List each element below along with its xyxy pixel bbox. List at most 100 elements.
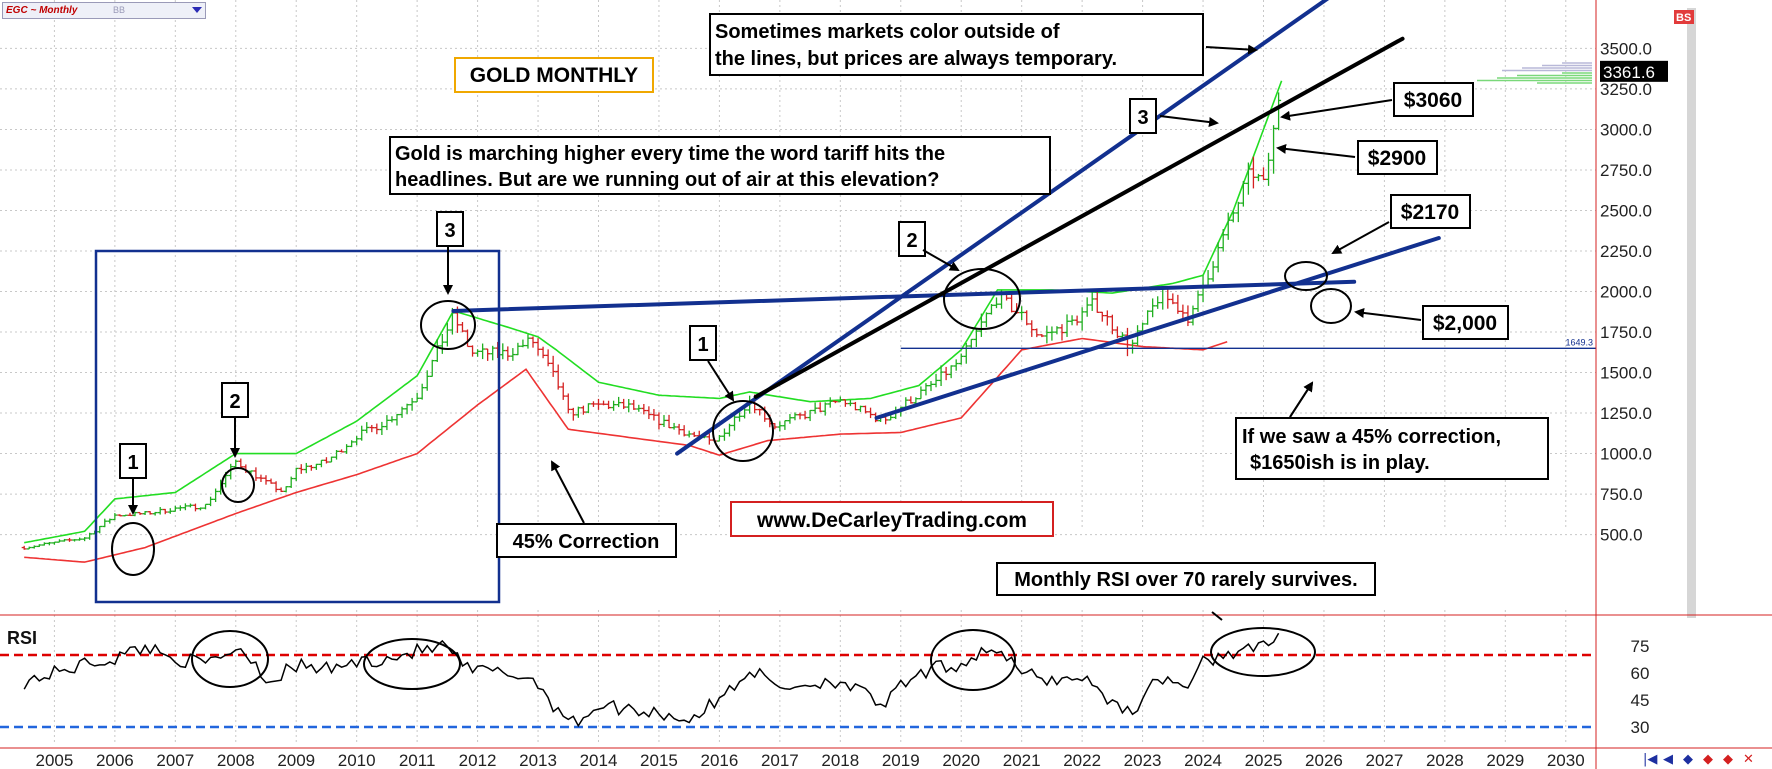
zoom-reset-icon[interactable]: ◆ [1723, 752, 1733, 767]
level-2170-ellipse [1284, 261, 1328, 291]
level-2900-box [1357, 140, 1438, 175]
year-tick-label: 2023 [1124, 751, 1162, 769]
year-tick-label: 2027 [1365, 751, 1403, 769]
bs-icon [1674, 10, 1694, 24]
last-price-badge [1600, 60, 1668, 82]
correction-arrow [551, 460, 585, 524]
top-note-box [709, 13, 1204, 76]
price-tick-label: 3000.0 [1600, 120, 1652, 139]
price-tick-label: 3250.0 [1600, 80, 1652, 99]
vertical-scrollbar[interactable] [1687, 8, 1696, 618]
year-tick-label: 2020 [942, 751, 980, 769]
zoom-in-icon[interactable]: ◆ [1683, 752, 1693, 767]
reference-line: 1649.3 [900, 337, 1596, 349]
rsi-note-box [996, 562, 1376, 596]
wave-2-2020-ellipse [943, 268, 1021, 330]
year-tick-label: 2028 [1426, 751, 1464, 769]
wave-3-2011-ellipse [420, 300, 476, 350]
year-tick-label: 2024 [1184, 751, 1222, 769]
price-tick-label: 2000.0 [1600, 283, 1652, 302]
rsi-title: RSI [7, 628, 37, 648]
reference-line-label: 1649.3 [1565, 337, 1593, 347]
rsi-tick-label: 75 [1631, 637, 1650, 656]
wave-2-2008-ellipse [221, 467, 255, 503]
rsi-tick-label: 30 [1631, 718, 1650, 737]
year-tick-label: 2012 [459, 751, 497, 769]
wave-2-2020-arrow [922, 249, 960, 271]
level-2000-label: $2,000 [1433, 312, 1497, 335]
level-2000-ellipse [1310, 288, 1352, 324]
year-tick-label: 2026 [1305, 751, 1343, 769]
year-tick-label: 2015 [640, 751, 678, 769]
level-2000-box [1422, 305, 1509, 340]
level-3060-label: $3060 [1404, 89, 1462, 112]
prev-icon[interactable]: ◀ [1663, 752, 1673, 767]
bs-icon-label: BS [1676, 12, 1691, 24]
wave-1-2006-ellipse [111, 522, 155, 576]
close-icon[interactable]: ✕ [1743, 752, 1754, 767]
correction-note-arrow [1289, 381, 1314, 418]
price-tick-label: 750.0 [1600, 485, 1643, 504]
rsi-highlight-ellipse [1210, 627, 1316, 677]
price-tick-label: 3500.0 [1600, 39, 1652, 58]
year-tick-label: 2013 [519, 751, 557, 769]
trendline-black [753, 36, 1405, 399]
level-2170-label: $2170 [1401, 201, 1459, 224]
correction-note-box [1235, 417, 1549, 480]
level-2900-arrow [1276, 143, 1356, 158]
price-tick-label: 2750.0 [1600, 161, 1652, 180]
price-tick-label: 1250.0 [1600, 404, 1652, 423]
year-tick-label: 2011 [399, 751, 436, 769]
rsi-tick-label: 60 [1631, 664, 1650, 683]
zoom-out-icon[interactable]: ◆ [1703, 752, 1713, 767]
rsi-highlight-ellipse [363, 638, 461, 690]
year-tick-label: 2016 [700, 751, 738, 769]
wave-1-2016-ellipse [712, 400, 774, 462]
highlight-box-2006-2011 [94, 249, 501, 604]
top-note-line-2: the lines, but prices are always tempora… [715, 48, 1117, 70]
top-note-line-1: Sometimes markets color outside of [715, 21, 1060, 43]
year-tick-label: 2007 [156, 751, 194, 769]
rsi-tick-label: 45 [1631, 691, 1650, 710]
wave-2-2020-label: 2 [906, 230, 917, 252]
trendline-blue [874, 236, 1441, 420]
tariff-note-box [389, 136, 1051, 195]
level-3060-box [1393, 82, 1474, 117]
level-2170-box [1390, 194, 1471, 229]
wave-2-2008-label: 2 [229, 391, 240, 413]
price-tick-label: 1500.0 [1600, 364, 1652, 383]
website-label: www.DeCarleyTrading.com [756, 509, 1027, 532]
wave-3-2025-box [1129, 98, 1157, 134]
level-2170-arrow [1331, 221, 1390, 254]
ticker-symbol: EGC ~ Monthly [6, 5, 78, 16]
ticker-selector[interactable]: EGC ~ Monthly BB [2, 2, 206, 19]
year-tick-label: 2006 [96, 751, 134, 769]
website-box [730, 501, 1054, 537]
price-tick-label: 1000.0 [1600, 445, 1652, 464]
first-icon[interactable]: |◀ [1643, 752, 1657, 767]
wave-3-2011-label: 3 [444, 220, 455, 242]
wave-1-2006-label: 1 [127, 452, 138, 474]
year-tick-label: 2009 [277, 751, 315, 769]
chart-title: GOLD MONTHLY [470, 64, 638, 87]
price-tick-label: 2500.0 [1600, 201, 1652, 220]
overlay-label: BB [113, 5, 126, 15]
correction-label: 45% Correction [513, 531, 660, 553]
chart-title-box [454, 57, 654, 93]
price-tick-label: 500.0 [1600, 526, 1643, 545]
rsi-highlight-ellipse [191, 630, 269, 688]
rsi-note-label: Monthly RSI over 70 rarely survives. [1014, 569, 1358, 591]
level-2000-arrow [1354, 308, 1422, 321]
wave-3-2025-arrow [1159, 115, 1219, 127]
wave-1-2016-box [689, 325, 717, 361]
year-tick-label: 2008 [217, 751, 255, 769]
year-tick-label: 2014 [580, 751, 618, 769]
year-tick-label: 2010 [338, 751, 376, 769]
wave-2-2020-box [898, 221, 926, 257]
year-tick-label: 2021 [1003, 751, 1041, 769]
chevron-down-icon[interactable] [192, 7, 202, 13]
wave-2-2008-box [221, 382, 249, 418]
wave-1-2016-arrow [707, 360, 735, 402]
